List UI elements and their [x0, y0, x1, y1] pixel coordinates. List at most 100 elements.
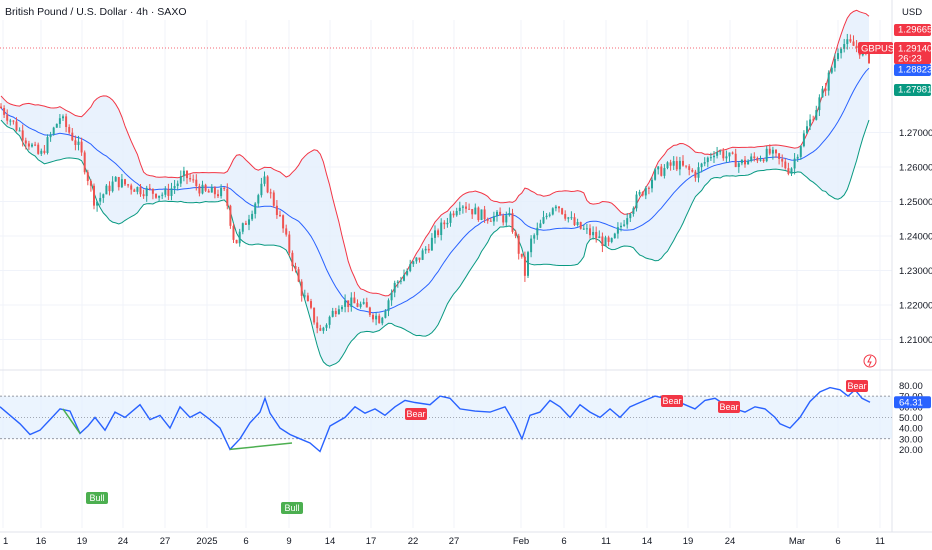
candle[interactable]	[164, 186, 167, 198]
candle[interactable]	[114, 176, 117, 182]
candle[interactable]	[821, 86, 824, 98]
candle[interactable]	[477, 206, 480, 222]
candle[interactable]	[40, 148, 43, 157]
candle[interactable]	[316, 316, 319, 334]
candle[interactable]	[626, 213, 629, 229]
candle[interactable]	[359, 301, 362, 309]
candle[interactable]	[719, 149, 722, 155]
candle[interactable]	[517, 233, 520, 260]
candle[interactable]	[483, 205, 486, 223]
candle[interactable]	[390, 289, 393, 306]
candle[interactable]	[111, 176, 114, 193]
candle[interactable]	[167, 183, 170, 201]
candle[interactable]	[415, 257, 418, 264]
candle[interactable]	[384, 309, 387, 319]
candle[interactable]	[241, 222, 244, 235]
candle[interactable]	[170, 182, 173, 201]
candle[interactable]	[337, 305, 340, 315]
candle[interactable]	[412, 260, 415, 267]
candle[interactable]	[843, 38, 846, 53]
candle[interactable]	[595, 226, 598, 243]
candle[interactable]	[666, 161, 669, 170]
candle[interactable]	[570, 211, 573, 220]
candle[interactable]	[514, 229, 517, 239]
candle[interactable]	[747, 159, 750, 165]
candle[interactable]	[471, 208, 474, 219]
candle[interactable]	[651, 177, 653, 193]
candle[interactable]	[86, 169, 89, 186]
candle[interactable]	[195, 174, 198, 191]
candle[interactable]	[790, 167, 793, 176]
candle[interactable]	[229, 204, 232, 229]
candle[interactable]	[713, 150, 715, 163]
candle[interactable]	[372, 313, 374, 323]
candle[interactable]	[248, 214, 250, 231]
candle[interactable]	[796, 154, 799, 163]
candle[interactable]	[641, 191, 644, 197]
candle[interactable]	[802, 130, 805, 148]
candle[interactable]	[744, 155, 746, 168]
candle[interactable]	[799, 145, 802, 160]
candle[interactable]	[589, 224, 591, 239]
candle[interactable]	[675, 156, 678, 172]
candle[interactable]	[793, 153, 796, 175]
candle[interactable]	[434, 225, 436, 244]
currency-label[interactable]: USD	[902, 7, 922, 18]
candle[interactable]	[533, 233, 536, 244]
candle[interactable]	[365, 297, 368, 308]
candle[interactable]	[616, 222, 619, 239]
candle[interactable]	[399, 276, 402, 285]
candle[interactable]	[759, 155, 762, 162]
candle[interactable]	[787, 162, 790, 176]
candle[interactable]	[567, 216, 570, 223]
candle[interactable]	[58, 114, 61, 128]
candle[interactable]	[322, 326, 325, 334]
candle[interactable]	[127, 183, 130, 188]
candle[interactable]	[130, 183, 133, 195]
candle[interactable]	[706, 156, 709, 168]
candle[interactable]	[539, 219, 542, 229]
candle[interactable]	[18, 127, 21, 132]
candle[interactable]	[3, 105, 6, 118]
candle[interactable]	[644, 186, 647, 200]
candle[interactable]	[840, 47, 843, 59]
candle[interactable]	[613, 232, 616, 239]
candle[interactable]	[80, 137, 83, 156]
candle[interactable]	[740, 159, 743, 166]
candle[interactable]	[579, 221, 582, 230]
candle[interactable]	[756, 156, 759, 164]
candle[interactable]	[235, 239, 238, 244]
candle[interactable]	[319, 324, 322, 332]
candle[interactable]	[254, 202, 257, 219]
candle[interactable]	[443, 220, 446, 230]
candle[interactable]	[375, 312, 378, 326]
candle[interactable]	[294, 262, 297, 273]
candle[interactable]	[672, 156, 675, 171]
candle[interactable]	[387, 298, 390, 317]
candle[interactable]	[83, 150, 86, 175]
candle[interactable]	[489, 217, 492, 222]
candle[interactable]	[446, 217, 449, 228]
candle[interactable]	[151, 188, 154, 200]
candle[interactable]	[173, 179, 176, 194]
candle[interactable]	[722, 148, 725, 161]
candle[interactable]	[647, 186, 650, 195]
candle[interactable]	[461, 205, 464, 214]
candle[interactable]	[297, 266, 300, 283]
candle[interactable]	[663, 164, 666, 179]
candle[interactable]	[393, 280, 396, 298]
candle[interactable]	[694, 169, 697, 182]
candle[interactable]	[725, 150, 728, 163]
candle[interactable]	[93, 183, 95, 210]
candle[interactable]	[852, 35, 855, 46]
candle[interactable]	[217, 189, 219, 198]
candle[interactable]	[120, 173, 123, 189]
candle[interactable]	[223, 186, 226, 192]
candle[interactable]	[669, 159, 672, 171]
candle[interactable]	[12, 120, 15, 125]
candle[interactable]	[753, 152, 756, 162]
candle[interactable]	[49, 131, 52, 142]
candle[interactable]	[74, 135, 77, 151]
candle[interactable]	[275, 200, 278, 219]
candle[interactable]	[703, 157, 706, 167]
